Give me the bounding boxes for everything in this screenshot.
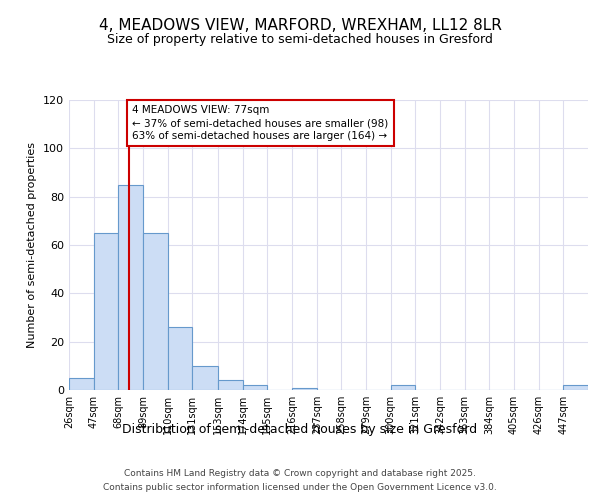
Bar <box>118 184 143 390</box>
Bar <box>391 385 415 390</box>
Bar <box>192 366 218 390</box>
Bar <box>292 388 317 390</box>
Text: Size of property relative to semi-detached houses in Gresford: Size of property relative to semi-detach… <box>107 32 493 46</box>
Bar <box>218 380 243 390</box>
Text: Distribution of semi-detached houses by size in Gresford: Distribution of semi-detached houses by … <box>122 422 478 436</box>
Y-axis label: Number of semi-detached properties: Number of semi-detached properties <box>28 142 37 348</box>
Bar <box>94 233 118 390</box>
Bar <box>167 327 192 390</box>
Text: Contains HM Land Registry data © Crown copyright and database right 2025.: Contains HM Land Registry data © Crown c… <box>124 470 476 478</box>
Bar <box>563 385 588 390</box>
Bar <box>69 378 94 390</box>
Text: 4, MEADOWS VIEW, MARFORD, WREXHAM, LL12 8LR: 4, MEADOWS VIEW, MARFORD, WREXHAM, LL12 … <box>98 18 502 32</box>
Bar <box>243 385 268 390</box>
Bar <box>143 233 167 390</box>
Text: Contains public sector information licensed under the Open Government Licence v3: Contains public sector information licen… <box>103 483 497 492</box>
Text: 4 MEADOWS VIEW: 77sqm
← 37% of semi-detached houses are smaller (98)
63% of semi: 4 MEADOWS VIEW: 77sqm ← 37% of semi-deta… <box>133 105 389 141</box>
